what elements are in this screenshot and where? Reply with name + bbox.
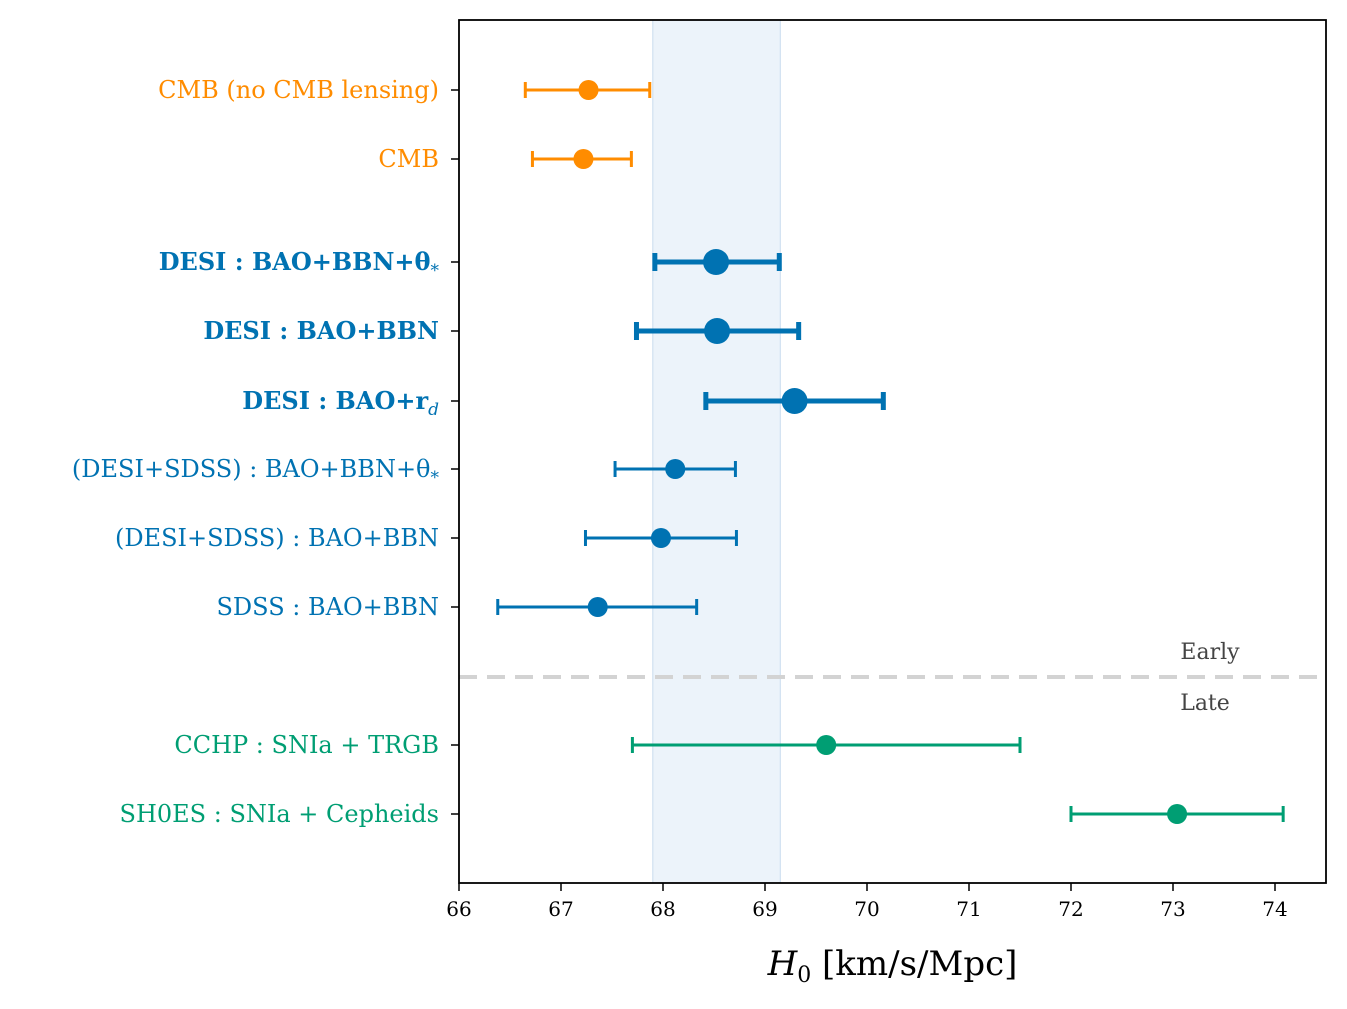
data-point (665, 459, 686, 479)
data-point (816, 735, 837, 755)
reference-band (652, 19, 781, 884)
data-row (703, 388, 886, 414)
data-point (573, 149, 594, 169)
data-row (613, 459, 737, 479)
data-row (523, 80, 652, 100)
x-axis-label: H0 [km/s/Mpc] (767, 944, 1018, 988)
row-label: CCHP : SNIa + TRGB (174, 731, 439, 759)
data-row (1069, 804, 1285, 824)
x-tick-label: 74 (1262, 897, 1287, 921)
x-tick-label: 70 (854, 897, 879, 921)
data-row (633, 318, 802, 344)
divider-layer: Early Late (459, 640, 1326, 716)
data-row (496, 597, 699, 617)
region-label-early: Early (1180, 640, 1240, 665)
data-point (703, 249, 730, 275)
data-point (650, 528, 671, 548)
row-label: DESI : BAO+BBN+θ* (159, 247, 440, 281)
rows-layer (496, 80, 1285, 824)
row-label: DESI : BAO+rd (242, 386, 439, 420)
band-layer (652, 19, 781, 884)
axis-layer: 66 67 68 69 70 71 72 73 74 H0 [km/s/Mpc] (446, 19, 1327, 988)
row-label: SDSS : BAO+BBN (216, 593, 439, 621)
row-label: SH0ES : SNIa + Cepheids (120, 800, 440, 828)
row-label: DESI : BAO+BBN (203, 316, 439, 345)
row-label: CMB (378, 145, 439, 173)
x-tick-label: 73 (1160, 897, 1185, 921)
plot-frame (458, 19, 1327, 884)
data-point (587, 597, 608, 617)
data-row (583, 528, 738, 548)
data-row (630, 735, 1022, 755)
data-point (781, 388, 808, 414)
row-label: CMB (no CMB lensing) (158, 76, 439, 104)
x-tick-label: 71 (956, 897, 981, 921)
x-tick-label: 66 (446, 897, 471, 921)
data-point (1167, 804, 1188, 824)
row-label: (DESI+SDSS) : BAO+BBN (115, 524, 439, 552)
labels-layer: CMB (no CMB lensing) CMB DESI : BAO+BBN+θ*… (72, 76, 440, 828)
row-label: (DESI+SDSS) : BAO+BBN+θ* (72, 455, 440, 488)
x-tick-label: 67 (548, 897, 573, 921)
x-tick-label: 72 (1058, 897, 1083, 921)
data-point (704, 318, 731, 344)
data-point (578, 80, 599, 100)
data-row (530, 149, 633, 169)
region-label-late: Late (1180, 691, 1230, 716)
x-tick-label: 69 (752, 897, 777, 921)
x-tick-label: 68 (650, 897, 675, 921)
data-row (652, 249, 782, 275)
